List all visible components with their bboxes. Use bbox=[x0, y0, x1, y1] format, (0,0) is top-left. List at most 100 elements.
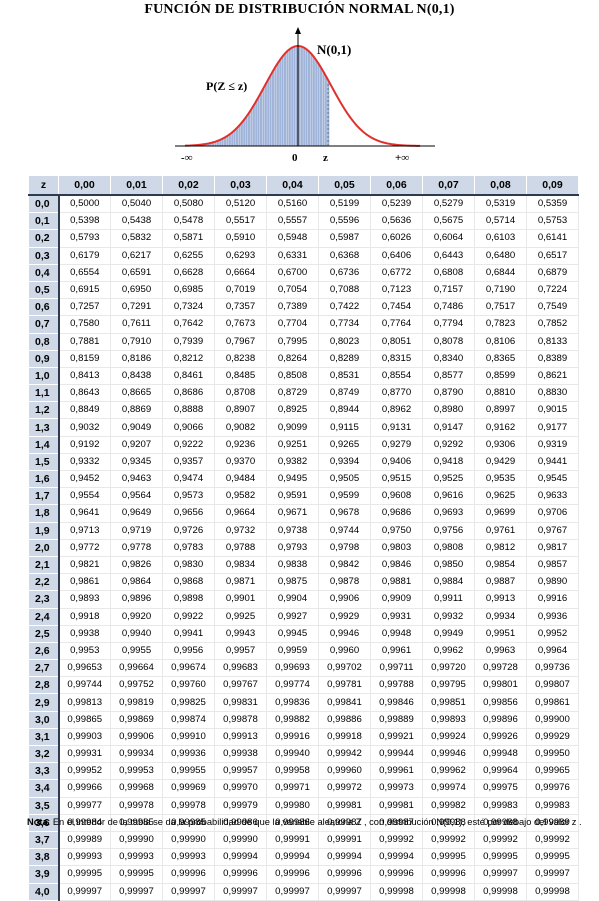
table-cell: 0,6406 bbox=[371, 247, 423, 264]
table-cell: 0,5753 bbox=[527, 213, 579, 230]
area-slice bbox=[260, 92, 262, 146]
table-cell: 0,99990 bbox=[215, 831, 267, 848]
table-cell: 0,9951 bbox=[475, 625, 527, 642]
row-header: 3,4 bbox=[29, 780, 59, 797]
table-cell: 0,7852 bbox=[527, 316, 579, 333]
table-cell: 0,9878 bbox=[319, 574, 371, 591]
table-cell: 0,99966 bbox=[59, 780, 111, 797]
table-cell: 0,9826 bbox=[111, 556, 163, 573]
table-cell: 0,8554 bbox=[371, 367, 423, 384]
row-header: 2,0 bbox=[29, 539, 59, 556]
table-cell: 0,9932 bbox=[423, 608, 475, 625]
area-slice bbox=[282, 56, 284, 146]
table-cell: 0,99958 bbox=[267, 763, 319, 780]
table-cell: 0,8869 bbox=[111, 402, 163, 419]
table-cell: 0,99760 bbox=[163, 677, 215, 694]
area-slice bbox=[258, 97, 260, 146]
table-cell: 0,99882 bbox=[267, 711, 319, 728]
table-cell: 0,6808 bbox=[423, 264, 475, 281]
area-slice bbox=[236, 128, 238, 146]
table-cell: 0,9808 bbox=[423, 539, 475, 556]
table-cell: 0,9881 bbox=[371, 574, 423, 591]
table-cell: 0,9515 bbox=[371, 471, 423, 488]
column-header: 0,08 bbox=[475, 176, 527, 196]
table-cell: 0,9854 bbox=[475, 556, 527, 573]
row-header: 3,2 bbox=[29, 746, 59, 763]
table-cell: 0,99952 bbox=[59, 763, 111, 780]
area-slice bbox=[303, 48, 305, 146]
table-cell: 0,8708 bbox=[215, 385, 267, 402]
table-cell: 0,5398 bbox=[59, 213, 111, 230]
table-cell: 0,9463 bbox=[111, 471, 163, 488]
area-slice bbox=[291, 47, 293, 146]
table-cell: 0,8830 bbox=[527, 385, 579, 402]
table-cell: 0,5279 bbox=[423, 195, 475, 213]
table-cell: 0,7324 bbox=[163, 299, 215, 316]
table-cell: 0,99957 bbox=[215, 763, 267, 780]
area-slice bbox=[243, 119, 245, 146]
table-cell: 0,8389 bbox=[527, 350, 579, 367]
column-header: 0,04 bbox=[267, 176, 319, 196]
table-cell: 0,9750 bbox=[371, 522, 423, 539]
table-cell: 0,99903 bbox=[59, 728, 111, 745]
table-cell: 0,8413 bbox=[59, 367, 111, 384]
table-cell: 0,7704 bbox=[267, 316, 319, 333]
table-cell: 0,99983 bbox=[527, 797, 579, 814]
table-cell: 0,6844 bbox=[475, 264, 527, 281]
table-cell: 0,8643 bbox=[59, 385, 111, 402]
table-cell: 0,9236 bbox=[215, 436, 267, 453]
row-header: 3,0 bbox=[29, 711, 59, 728]
table-cell: 0,9956 bbox=[163, 642, 215, 659]
table-cell: 0,9608 bbox=[371, 488, 423, 505]
table-cell: 0,9890 bbox=[527, 574, 579, 591]
table-cell: 0,5557 bbox=[267, 213, 319, 230]
table-cell: 0,8159 bbox=[59, 350, 111, 367]
table-cell: 0,6331 bbox=[267, 247, 319, 264]
table-cell: 0,99944 bbox=[371, 746, 423, 763]
table-cell: 0,99929 bbox=[527, 728, 579, 745]
area-slice bbox=[246, 116, 248, 146]
table-cell: 0,99711 bbox=[371, 660, 423, 677]
table-cell: 0,99674 bbox=[163, 660, 215, 677]
table-cell: 0,9952 bbox=[527, 625, 579, 642]
table-cell: 0,9920 bbox=[111, 608, 163, 625]
table-cell: 0,7910 bbox=[111, 333, 163, 350]
table-cell: 0,6985 bbox=[163, 281, 215, 298]
table-cell: 0,9719 bbox=[111, 522, 163, 539]
table-cell: 0,99960 bbox=[319, 763, 371, 780]
table-cell: 0,99996 bbox=[215, 866, 267, 883]
axis-label-pos-inf: +∞ bbox=[395, 152, 409, 164]
table-cell: 0,9945 bbox=[267, 625, 319, 642]
table-cell: 0,99993 bbox=[163, 849, 215, 866]
table-cell: 0,9192 bbox=[59, 436, 111, 453]
area-slice bbox=[318, 64, 320, 146]
table-cell: 0,8665 bbox=[111, 385, 163, 402]
table-cell: 0,9913 bbox=[475, 591, 527, 608]
table-cell: 0,8686 bbox=[163, 385, 215, 402]
table-cell: 0,9099 bbox=[267, 419, 319, 436]
table-cell: 0,8438 bbox=[111, 367, 163, 384]
table-cell: 0,99998 bbox=[475, 883, 527, 900]
table-cell: 0,6026 bbox=[371, 230, 423, 247]
table-cell: 0,9641 bbox=[59, 505, 111, 522]
table-cell: 0,99869 bbox=[111, 711, 163, 728]
table-cell: 0,99997 bbox=[319, 883, 371, 900]
note-text: : En el interior de la tabla se da la pr… bbox=[48, 817, 582, 827]
table-cell: 0,6443 bbox=[423, 247, 475, 264]
table-cell: 0,8749 bbox=[319, 385, 371, 402]
table-cell: 0,8888 bbox=[163, 402, 215, 419]
note-label: Nota bbox=[27, 817, 48, 827]
table-cell: 0,99874 bbox=[163, 711, 215, 728]
table-cell: 0,99825 bbox=[163, 694, 215, 711]
table-cell: 0,9962 bbox=[423, 642, 475, 659]
table-cell: 0,6879 bbox=[527, 264, 579, 281]
table-cell: 0,99878 bbox=[215, 711, 267, 728]
row-header: 3,5 bbox=[29, 797, 59, 814]
table-cell: 0,8023 bbox=[319, 333, 371, 350]
table-cell: 0,7088 bbox=[319, 281, 371, 298]
